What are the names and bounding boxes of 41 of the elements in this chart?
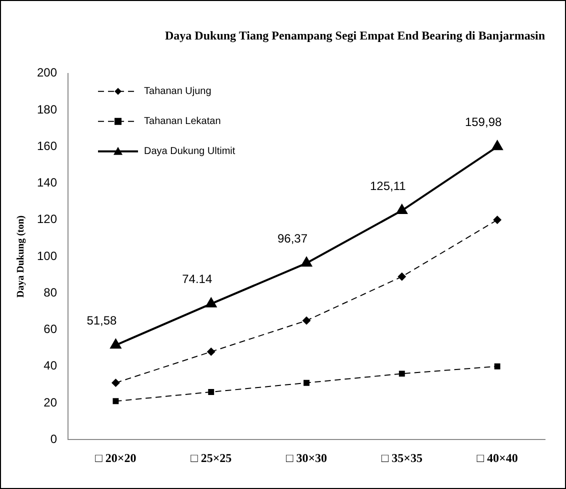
chart-title: Daya Dukung Tiang Penampang Segi Empat End Bearing di Banjarmasin xyxy=(165,28,546,42)
x-tick-label: □ 30×30 xyxy=(286,450,328,465)
legend-label: Tahanan Ujung xyxy=(144,86,212,98)
point xyxy=(112,398,119,404)
y-tick-label: 200 xyxy=(36,66,58,80)
y-tick-label: 40 xyxy=(44,358,58,373)
point xyxy=(302,316,311,325)
y-tick-label: 80 xyxy=(44,285,58,300)
x-tick-label: □ 40×40 xyxy=(476,450,518,465)
data-label: 96,37 xyxy=(277,231,308,246)
x-tick-label: □ 25×25 xyxy=(190,450,232,465)
point xyxy=(207,348,216,356)
data-label: 51,58 xyxy=(86,313,118,328)
y-tick-label: 20 xyxy=(44,395,58,410)
point xyxy=(208,389,214,395)
y-axis-title: Daya Dukung (ton) xyxy=(16,215,27,298)
y-tick-label: 160 xyxy=(36,138,58,153)
point xyxy=(112,378,120,387)
point xyxy=(398,272,406,281)
y-tick-label: 180 xyxy=(36,102,58,116)
data-label: 159,98 xyxy=(464,114,502,129)
data-label: 74.14 xyxy=(182,272,212,286)
legend-label: Tahanan Lekatan xyxy=(144,116,221,128)
y-tick-label: 120 xyxy=(36,212,58,226)
point xyxy=(304,380,310,386)
y-tick-label: 60 xyxy=(44,322,58,336)
y-tick-label: 0 xyxy=(50,432,58,446)
point xyxy=(301,257,312,267)
point xyxy=(494,363,500,370)
data-label: 125,11 xyxy=(370,178,406,193)
y-tick-label: 140 xyxy=(36,176,58,190)
point xyxy=(110,339,122,349)
point xyxy=(396,204,408,214)
legend-label: Daya Dukung Ultimit xyxy=(144,146,236,158)
y-tick-label: 100 xyxy=(36,248,58,263)
point xyxy=(492,140,503,150)
x-tick-label: □ 20×20 xyxy=(95,450,136,465)
point xyxy=(398,370,405,377)
x-tick-label: □ 35×35 xyxy=(381,450,422,465)
point xyxy=(493,216,502,224)
point xyxy=(206,298,216,308)
